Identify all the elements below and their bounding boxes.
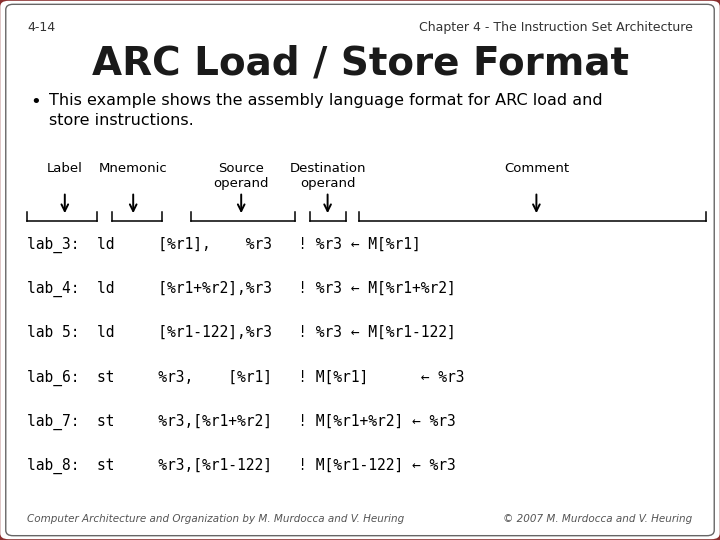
- Text: Mnemonic: Mnemonic: [99, 162, 168, 175]
- Text: Comment: Comment: [504, 162, 569, 175]
- Text: Chapter 4 - The Instruction Set Architecture: Chapter 4 - The Instruction Set Architec…: [419, 21, 693, 33]
- Text: This example shows the assembly language format for ARC load and
store instructi: This example shows the assembly language…: [49, 93, 603, 129]
- Text: lab_7:  st     %r3,[%r1+%r2]   ! M[%r1+%r2] ← %r3: lab_7: st %r3,[%r1+%r2] ! M[%r1+%r2] ← %…: [27, 414, 456, 430]
- Text: •: •: [30, 93, 41, 111]
- Text: © 2007 M. Murdocca and V. Heuring: © 2007 M. Murdocca and V. Heuring: [503, 514, 693, 524]
- Text: Label: Label: [47, 162, 83, 175]
- Text: lab_4:  ld     [%r1+%r2],%r3   ! %r3 ← M[%r1+%r2]: lab_4: ld [%r1+%r2],%r3 ! %r3 ← M[%r1+%r…: [27, 281, 456, 297]
- Text: lab 5:  ld     [%r1-122],%r3   ! %r3 ← M[%r1-122]: lab 5: ld [%r1-122],%r3 ! %r3 ← M[%r1-12…: [27, 325, 456, 340]
- Text: lab_8:  st     %r3,[%r1-122]   ! M[%r1-122] ← %r3: lab_8: st %r3,[%r1-122] ! M[%r1-122] ← %…: [27, 458, 456, 474]
- Text: Destination
operand: Destination operand: [289, 162, 366, 190]
- Text: 4-14: 4-14: [27, 21, 55, 33]
- Text: lab_6:  st     %r3,    [%r1]   ! M[%r1]      ← %r3: lab_6: st %r3, [%r1] ! M[%r1] ← %r3: [27, 369, 465, 386]
- Text: Computer Architecture and Organization by M. Murdocca and V. Heuring: Computer Architecture and Organization b…: [27, 514, 405, 524]
- Text: ARC Load / Store Format: ARC Load / Store Format: [91, 44, 629, 82]
- Text: lab_3:  ld     [%r1],    %r3   ! %r3 ← M[%r1]: lab_3: ld [%r1], %r3 ! %r3 ← M[%r1]: [27, 237, 421, 253]
- Text: Source
operand: Source operand: [213, 162, 269, 190]
